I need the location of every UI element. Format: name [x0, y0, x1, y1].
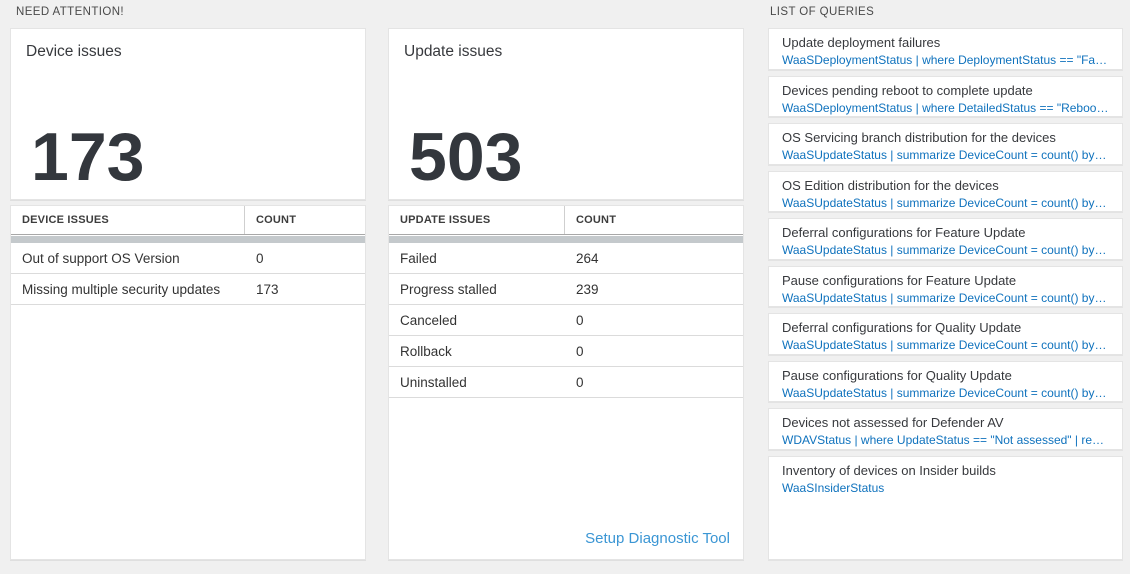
- query-text: WaaSUpdateStatus | summarize DeviceCount…: [782, 290, 1109, 305]
- row-label: Rollback: [400, 343, 452, 359]
- row-count: 0: [576, 374, 584, 390]
- need-attention-section-header: NEED ATTENTION!: [16, 6, 125, 18]
- query-title: Devices not assessed for Defender AV: [782, 415, 1004, 430]
- column-header-count[interactable]: COUNT: [576, 214, 617, 226]
- query-title: Deferral configurations for Feature Upda…: [782, 225, 1026, 240]
- query-text: WaaSInsiderStatus: [782, 480, 885, 495]
- query-list: Update deployment failures WaaSDeploymen…: [768, 28, 1123, 560]
- query-text: WaaSUpdateStatus | summarize DeviceCount…: [782, 338, 1109, 352]
- query-item-pause-feature-update[interactable]: Pause configurations for Feature Update …: [768, 265, 1123, 307]
- query-title: Inventory of devices on Insider builds: [782, 462, 996, 478]
- query-title: Pause configurations for Feature Update: [782, 272, 1017, 288]
- row-count: 173: [256, 281, 279, 297]
- row-count: 264: [576, 250, 599, 266]
- table-row[interactable]: Rollback 0: [389, 336, 743, 367]
- query-item-insider-builds-inventory[interactable]: Inventory of devices on Insider builds W…: [768, 455, 1123, 560]
- query-item-deferral-quality-update[interactable]: Deferral configurations for Quality Upda…: [768, 313, 1123, 355]
- update-issues-count: 503: [409, 119, 523, 195]
- column-header-device-issues[interactable]: DEVICE ISSUES: [11, 206, 245, 234]
- update-issues-tile-title: Update issues: [404, 43, 503, 60]
- table-row[interactable]: Uninstalled 0: [389, 367, 743, 398]
- update-issues-table: UPDATE ISSUES COUNT Failed 264 Progress …: [388, 205, 744, 560]
- row-label: Progress stalled: [400, 281, 497, 297]
- query-title: OS Edition distribution for the devices: [782, 177, 999, 193]
- row-label: Failed: [400, 250, 437, 266]
- query-title: Update deployment failures: [782, 35, 941, 50]
- query-title: Pause configurations for Quality Update: [782, 367, 1012, 383]
- table-row[interactable]: Canceled 0: [389, 305, 743, 336]
- query-item-os-servicing-branch[interactable]: OS Servicing branch distribution for the…: [768, 123, 1123, 165]
- row-count: 0: [576, 312, 584, 328]
- table-row[interactable]: Missing multiple security updates 173: [11, 274, 365, 305]
- query-item-pause-quality-update[interactable]: Pause configurations for Quality Update …: [768, 360, 1123, 402]
- query-title: Devices pending reboot to complete updat…: [782, 82, 1033, 98]
- query-text: WaaSDeploymentStatus | where DeploymentS…: [782, 53, 1109, 67]
- query-title: Deferral configurations for Quality Upda…: [782, 320, 1022, 335]
- table-row[interactable]: Failed 264: [389, 243, 743, 274]
- update-issues-tile[interactable]: Update issues 503: [388, 28, 744, 200]
- column-header-update-issues[interactable]: UPDATE ISSUES: [389, 206, 565, 234]
- list-of-queries-section-header: LIST OF QUERIES: [770, 6, 875, 18]
- query-text: WaaSUpdateStatus | summarize DeviceCount…: [782, 385, 1109, 400]
- query-text: WaaSDeploymentStatus | where DetailedSta…: [782, 100, 1109, 115]
- query-text: WDAVStatus | where UpdateStatus == "Not …: [782, 433, 1109, 447]
- row-label: Canceled: [400, 312, 458, 328]
- horizontal-scrollbar[interactable]: [11, 236, 365, 243]
- query-item-deferral-feature-update[interactable]: Deferral configurations for Feature Upda…: [768, 218, 1123, 260]
- device-issues-tile[interactable]: Device issues 173: [10, 28, 366, 200]
- row-label: Uninstalled: [400, 374, 467, 390]
- setup-diagnostic-tool-link[interactable]: Setup Diagnostic Tool: [585, 530, 730, 547]
- device-issues-count: 173: [31, 119, 145, 195]
- query-text: WaaSUpdateStatus | summarize DeviceCount…: [782, 243, 1109, 257]
- query-item-os-edition-distribution[interactable]: OS Edition distribution for the devices …: [768, 170, 1123, 212]
- update-issues-table-header: UPDATE ISSUES COUNT: [389, 206, 743, 235]
- table-row[interactable]: Progress stalled 239: [389, 274, 743, 305]
- row-label: Missing multiple security updates: [22, 281, 221, 297]
- horizontal-scrollbar[interactable]: [389, 236, 743, 243]
- device-issues-table: DEVICE ISSUES COUNT Out of support OS Ve…: [10, 205, 366, 560]
- query-title: OS Servicing branch distribution for the…: [782, 130, 1056, 145]
- column-header-count[interactable]: COUNT: [256, 214, 297, 226]
- row-label: Out of support OS Version: [22, 250, 180, 266]
- row-count: 0: [256, 250, 264, 266]
- row-count: 239: [576, 281, 599, 297]
- device-issues-tile-title: Device issues: [26, 43, 122, 60]
- query-item-devices-pending-reboot[interactable]: Devices pending reboot to complete updat…: [768, 75, 1123, 117]
- query-item-update-deployment-failures[interactable]: Update deployment failures WaaSDeploymen…: [768, 28, 1123, 70]
- query-text: WaaSUpdateStatus | summarize DeviceCount…: [782, 195, 1109, 210]
- query-text: WaaSUpdateStatus | summarize DeviceCount…: [782, 148, 1109, 162]
- row-count: 0: [576, 343, 584, 359]
- device-issues-table-header: DEVICE ISSUES COUNT: [11, 206, 365, 235]
- table-row[interactable]: Out of support OS Version 0: [11, 243, 365, 274]
- query-item-defender-av-not-assessed[interactable]: Devices not assessed for Defender AV WDA…: [768, 408, 1123, 450]
